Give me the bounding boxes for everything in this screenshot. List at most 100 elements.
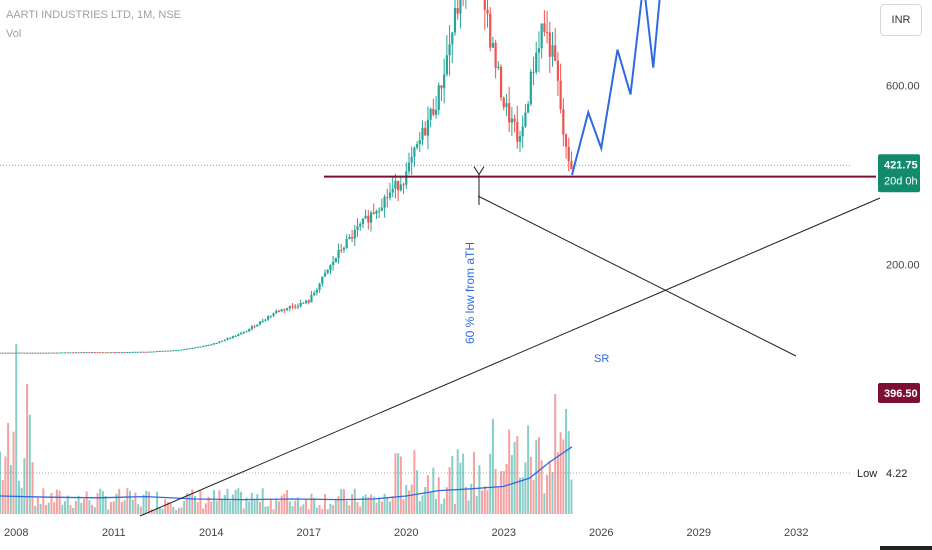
candle-body	[188, 348, 191, 350]
volume-bar	[240, 491, 243, 514]
candle-body	[231, 336, 235, 339]
candle-body	[418, 140, 421, 145]
candle-body	[134, 351, 137, 353]
volume-bar	[223, 495, 226, 514]
candle-body	[564, 134, 568, 147]
volume-bar	[378, 497, 381, 514]
candle-body	[410, 156, 413, 163]
volume-bar	[456, 449, 459, 514]
volume-bar	[194, 495, 196, 514]
candle-body	[486, 9, 489, 14]
volume-bar	[402, 499, 405, 514]
volume-bar	[521, 477, 524, 514]
volume-bar	[437, 477, 440, 514]
x-tick-label: 2011	[102, 527, 126, 539]
volume-bar	[191, 489, 194, 514]
volume-bar	[77, 495, 80, 514]
volume-bar	[115, 493, 118, 514]
x-tick-label: 2008	[4, 527, 28, 539]
volume-bar	[4, 456, 7, 514]
volume-bar	[7, 422, 10, 514]
candle-body	[115, 352, 118, 354]
volume-bar	[269, 498, 272, 514]
volume-bar	[372, 496, 375, 514]
volume-bar	[45, 504, 48, 514]
candle-body	[58, 352, 61, 354]
volume-bar	[459, 462, 462, 514]
candle-body	[50, 352, 53, 354]
volume-bar	[36, 497, 39, 514]
volume-bar	[470, 483, 473, 514]
candle-body	[93, 352, 96, 354]
volume-bar	[188, 493, 191, 514]
volume-bar	[299, 506, 302, 514]
volume-bar	[380, 501, 383, 514]
candle-body	[402, 184, 405, 186]
volume-bar	[391, 496, 394, 514]
volume-bar	[510, 455, 513, 514]
volume-bar	[554, 394, 557, 514]
volume-bar	[454, 503, 456, 514]
volume-bar	[565, 409, 568, 514]
candle-body	[456, 7, 459, 14]
volume-bar	[47, 502, 50, 514]
candle-body	[556, 60, 560, 81]
candle-body	[483, 0, 486, 10]
candle-body	[112, 352, 115, 354]
volume-bar	[248, 501, 251, 514]
volume-bar	[502, 471, 505, 514]
candle-body	[291, 306, 294, 308]
volume-bar	[250, 492, 253, 514]
candle-body	[494, 42, 497, 68]
candle-body	[267, 316, 270, 320]
candle-body	[332, 261, 335, 265]
candle-body	[434, 109, 438, 115]
candle-body	[380, 207, 383, 211]
candle-body	[353, 229, 356, 239]
volume-bar	[540, 460, 543, 514]
volume-bar	[245, 497, 248, 514]
volume-bar	[302, 504, 305, 514]
candle-body	[451, 32, 454, 45]
scrollbar-handle[interactable]	[880, 546, 932, 550]
candle-body	[529, 71, 532, 105]
volume-bar	[221, 499, 224, 514]
volume-bar	[546, 474, 549, 514]
volume-label: Vol	[6, 28, 22, 40]
volume-bar	[207, 496, 210, 514]
price-axis: 200.00600.00800.001,200.001,400.00High1,…	[857, 0, 920, 480]
candle-body	[283, 309, 286, 311]
volume-bar	[383, 493, 386, 514]
candle-body	[63, 352, 67, 354]
candle-body	[334, 258, 337, 262]
volume-bar	[137, 504, 140, 514]
volume-bar	[85, 491, 88, 514]
volume-bar	[267, 506, 270, 514]
candle-body	[28, 352, 31, 354]
candle-body	[180, 349, 183, 351]
bar-countdown: 20d 0h	[884, 175, 918, 187]
candle-body	[361, 218, 365, 224]
volume-bar	[351, 494, 354, 514]
volume-bar	[215, 500, 218, 514]
volume-bar	[91, 504, 94, 514]
x-tick-label: 2026	[589, 527, 613, 539]
volume-bar	[74, 500, 77, 514]
support-price-value: 396.50	[884, 388, 918, 400]
currency-button[interactable]: INR	[880, 4, 922, 36]
y-tick-label: 800.00	[886, 0, 920, 3]
volume-bar	[66, 495, 69, 514]
candle-body	[424, 127, 427, 136]
volume-bar	[93, 507, 96, 514]
volume-bar	[389, 501, 391, 514]
candle-body	[128, 351, 132, 353]
volume-bar	[532, 479, 535, 514]
candle-body	[139, 351, 142, 353]
volume-bar	[72, 508, 75, 514]
candle-body	[172, 350, 175, 352]
candle-body	[4, 352, 7, 354]
candle-body	[285, 308, 289, 310]
candle-body	[405, 171, 408, 185]
volume-bar	[329, 503, 332, 514]
